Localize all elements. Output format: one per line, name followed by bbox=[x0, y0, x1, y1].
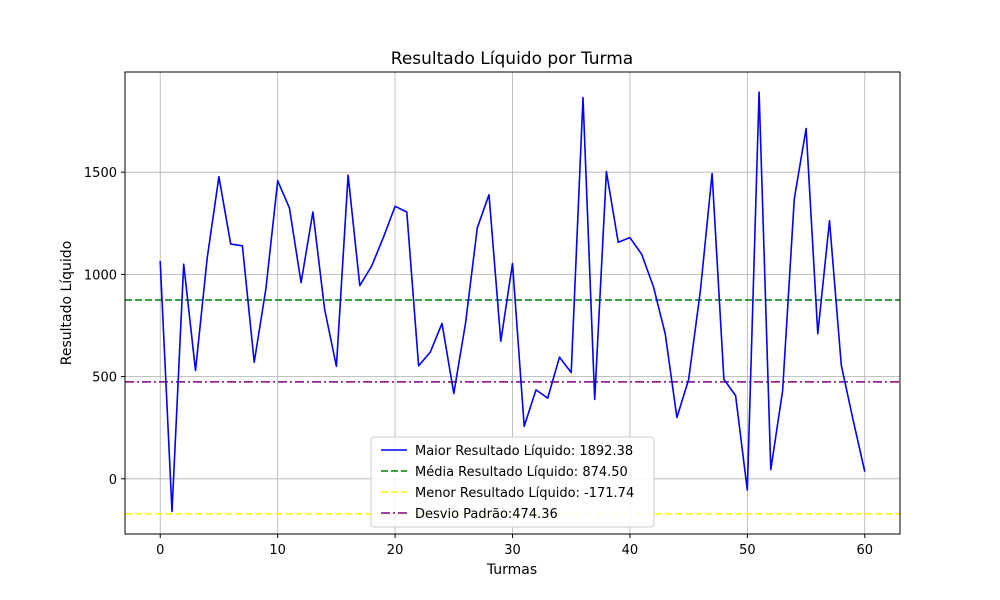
series-line bbox=[159, 91, 866, 513]
legend-label: Desvio Padrão:474.36 bbox=[415, 507, 558, 522]
x-tick-label: 10 bbox=[269, 543, 286, 558]
reference-lines bbox=[125, 299, 900, 515]
x-tick-label: 20 bbox=[387, 543, 404, 558]
chart-title: Resultado Líquido por Turma bbox=[391, 49, 633, 69]
grid bbox=[125, 72, 900, 534]
x-tick-label: 30 bbox=[504, 543, 521, 558]
series-layer bbox=[159, 91, 866, 513]
y-tick-label: 1000 bbox=[84, 268, 117, 283]
y-axis-title: Resultado Líquido bbox=[59, 241, 75, 366]
x-axis-title: Turmas bbox=[486, 562, 537, 578]
axis-ticks: 0 10 20 30 40 50 60 0 500 1000 1500 bbox=[84, 166, 873, 558]
x-tick-label: 0 bbox=[156, 543, 164, 558]
x-tick-label: 50 bbox=[739, 543, 756, 558]
legend: Maior Resultado Líquido: 1892.38 Média Re… bbox=[370, 436, 655, 528]
legend-label: Maior Resultado Líquido: 1892.38 bbox=[415, 444, 633, 459]
x-tick-label: 40 bbox=[622, 543, 639, 558]
y-tick-label: 1500 bbox=[84, 166, 117, 181]
legend-label: Média Resultado Líquido: 874.50 bbox=[415, 465, 628, 480]
y-tick-label: 0 bbox=[109, 473, 117, 488]
legend-box bbox=[370, 436, 655, 528]
legend-label: Menor Resultado Líquido: -171.74 bbox=[415, 486, 634, 501]
y-tick-label: 500 bbox=[92, 371, 117, 386]
x-tick-label: 60 bbox=[856, 543, 873, 558]
